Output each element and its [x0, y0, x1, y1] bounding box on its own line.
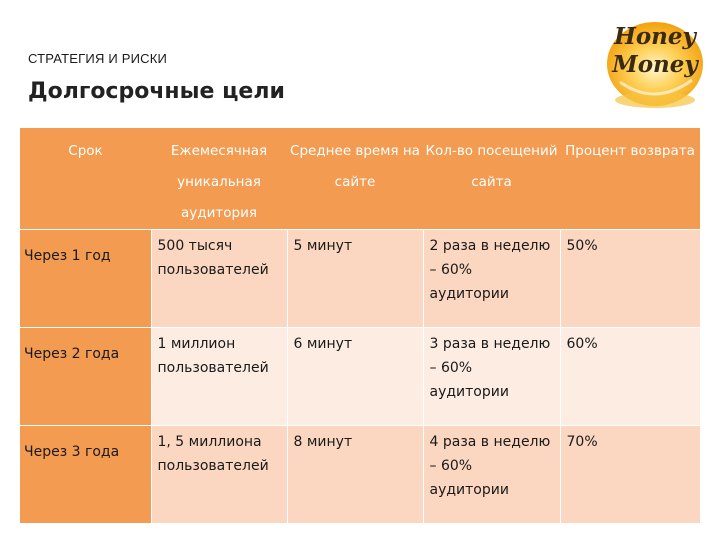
- row-term: Через 3 года: [20, 425, 151, 523]
- honey-money-logo: Honey Money: [600, 12, 710, 112]
- honey-drop-icon: [607, 22, 703, 108]
- row-return-rate: 70%: [559, 425, 700, 523]
- table-row: Через 3 года 1, 5 миллиона пользователей…: [20, 425, 700, 523]
- row-return-rate: 50%: [559, 229, 700, 328]
- logo-line-2: Money: [612, 51, 698, 78]
- header-audience: Ежемесячная уникальная аудитория: [151, 128, 287, 230]
- header-visits: Кол-во посещений сайта: [423, 128, 560, 230]
- page-title: Долгосрочные цели: [28, 79, 285, 104]
- row-audience: 500 тысяч пользователей: [150, 229, 287, 328]
- row-avg-time: 6 минут: [286, 327, 423, 426]
- goals-table: Срок Ежемесячная уникальная аудитория Ср…: [20, 128, 700, 523]
- row-term: Через 1 год: [20, 229, 151, 328]
- row-audience: 1 миллион пользователей: [150, 327, 287, 426]
- row-return-rate: 60%: [559, 327, 700, 426]
- row-visits: 3 раза в неделю – 60% аудитории: [422, 327, 560, 426]
- row-avg-time: 5 минут: [286, 229, 423, 328]
- header-avg-time: Среднее время на сайте: [287, 128, 423, 230]
- table-row: Через 2 года 1 миллион пользователей 6 м…: [20, 327, 700, 426]
- table-row: Через 1 год 500 тысяч пользователей 5 ми…: [20, 229, 700, 328]
- row-audience: 1, 5 миллиона пользователей: [150, 425, 287, 523]
- section-label: СТРАТЕГИЯ И РИСКИ: [28, 51, 168, 66]
- row-visits: 4 раза в неделю – 60% аудитории: [422, 425, 560, 523]
- row-visits: 2 раза в неделю – 60% аудитории: [422, 229, 560, 328]
- table-header-row: Срок Ежемесячная уникальная аудитория Ср…: [20, 128, 700, 230]
- logo-line-1: Honey: [614, 23, 696, 50]
- row-avg-time: 8 минут: [286, 425, 423, 523]
- header-return-rate: Процент возврата: [560, 128, 700, 230]
- header-term: Срок: [20, 128, 151, 230]
- row-term: Через 2 года: [20, 327, 151, 426]
